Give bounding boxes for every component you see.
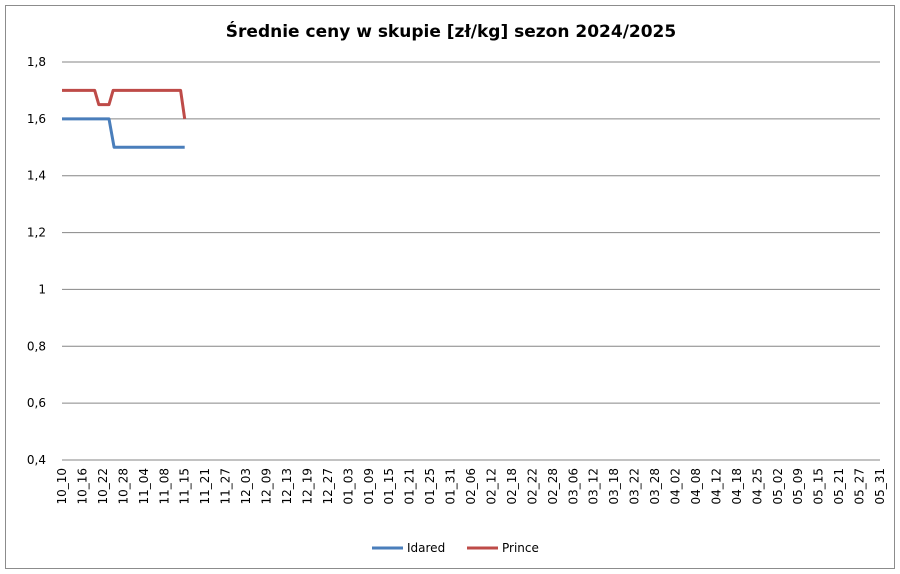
x-tick-label: 01_09 [362, 468, 376, 505]
x-tick-label: 02_12 [484, 468, 498, 505]
y-tick-label: 0,8 [27, 339, 46, 353]
x-tick-label: 12_19 [300, 468, 314, 505]
series-lines [62, 88, 187, 149]
y-tick-label: 1,8 [27, 55, 46, 69]
y-tick-label: 0,6 [27, 396, 46, 410]
x-tick-label: 05_02 [771, 468, 785, 505]
chart-frame [5, 5, 895, 569]
x-tick-label: 04_12 [709, 468, 723, 505]
series-line-idared [62, 117, 185, 149]
x-axis-ticks: 10_10 10_16 10_22 10_28 11_04 11_08 11_15 11_21… [55, 468, 887, 505]
y-tick-label: 1,4 [27, 169, 46, 183]
x-tick-label: 01_03 [341, 468, 355, 505]
y-axis-ticks: 0,4 0,6 0,8 1 1,2 1,4 1,6 1,8 [27, 55, 46, 467]
x-tick-label: 12_13 [280, 468, 294, 505]
x-tick-label: 11_08 [157, 468, 171, 505]
y-tick-label: 1,6 [27, 112, 46, 126]
y-tick-label: 0,4 [27, 453, 46, 467]
x-tick-label: 05_15 [812, 468, 826, 505]
x-tick-label: 04_18 [730, 468, 744, 505]
x-tick-label: 11_15 [178, 468, 192, 505]
x-tick-label: 05_09 [791, 468, 805, 505]
x-tick-label: 01_25 [423, 468, 437, 505]
legend-label-prince: Prince [502, 541, 539, 555]
x-tick-label: 02_18 [505, 468, 519, 505]
x-tick-label: 04_08 [689, 468, 703, 505]
x-tick-label: 12_03 [239, 468, 253, 505]
x-tick-label: 12_09 [260, 468, 274, 505]
gridlines [62, 61, 880, 461]
x-tick-label: 01_21 [403, 468, 417, 505]
legend: Idared Prince [372, 541, 539, 555]
x-tick-label: 10_22 [96, 468, 110, 505]
x-tick-label: 11_04 [137, 468, 151, 505]
x-tick-label: 10_28 [116, 468, 130, 505]
x-tick-label: 01_31 [444, 468, 458, 505]
x-tick-label: 05_31 [873, 468, 887, 505]
x-tick-label: 05_21 [832, 468, 846, 505]
x-tick-label: 02_06 [464, 468, 478, 505]
chart-title: Średnie ceny w skupie [zł/kg] sezon 2024… [226, 20, 676, 42]
x-tick-label: 10_16 [75, 468, 89, 505]
x-tick-label: 04_02 [669, 468, 683, 505]
x-tick-label: 03_18 [607, 468, 621, 505]
x-tick-label: 02_22 [525, 468, 539, 505]
x-tick-label: 04_25 [750, 468, 764, 505]
x-tick-label: 11_27 [219, 468, 233, 505]
legend-label-idared: Idared [407, 541, 445, 555]
y-tick-label: 1 [38, 282, 46, 296]
x-tick-label: 03_06 [566, 468, 580, 505]
x-tick-label: 05_27 [853, 468, 867, 505]
y-tick-label: 1,2 [27, 226, 46, 240]
x-tick-label: 12_27 [321, 468, 335, 505]
x-tick-label: 03_22 [628, 468, 642, 505]
x-tick-label: 03_12 [587, 468, 601, 505]
x-tick-label: 01_15 [382, 468, 396, 505]
x-tick-label: 10_10 [55, 468, 69, 505]
series-line-prince [62, 88, 187, 120]
x-tick-label: 11_21 [198, 468, 212, 505]
x-tick-label: 03_28 [648, 468, 662, 505]
x-tick-label: 02_28 [546, 468, 560, 505]
